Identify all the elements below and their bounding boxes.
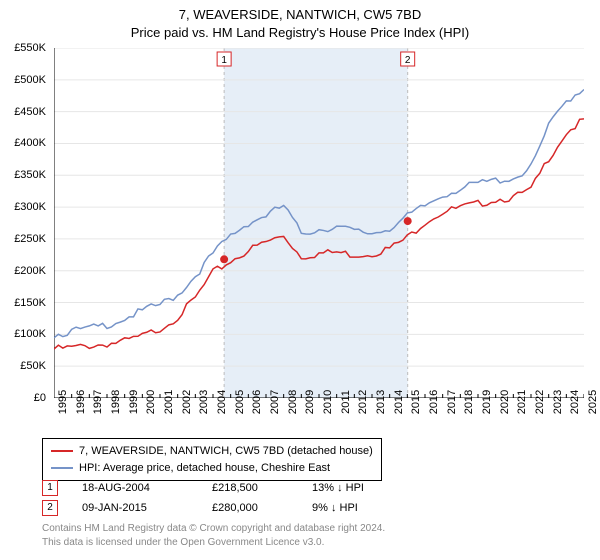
- x-tick-label: 2017: [446, 390, 458, 414]
- y-tick-label: £500K: [14, 74, 46, 86]
- x-axis-labels: 1995199619971998199920002001200220032004…: [54, 400, 584, 440]
- chart-title-block: 7, WEAVERSIDE, NANTWICH, CW5 7BD Price p…: [0, 0, 600, 42]
- y-tick-label: £200K: [14, 265, 46, 277]
- y-tick-label: £100K: [14, 328, 46, 340]
- legend-item: HPI: Average price, detached house, Ches…: [51, 460, 373, 477]
- x-tick-label: 2014: [393, 390, 405, 414]
- x-tick-label: 1999: [128, 390, 140, 414]
- transaction-badge: 2: [42, 500, 58, 516]
- x-tick-label: 2018: [463, 390, 475, 414]
- x-tick-label: 2023: [552, 390, 564, 414]
- transaction-date: 09-JAN-2015: [82, 502, 212, 514]
- transaction-row: 1 18-AUG-2004£218,50013% ↓ HPI: [42, 478, 422, 498]
- y-tick-label: £300K: [14, 201, 46, 213]
- x-tick-label: 2025: [587, 390, 599, 414]
- x-tick-label: 2005: [234, 390, 246, 414]
- y-tick-label: £250K: [14, 233, 46, 245]
- x-tick-label: 1996: [75, 390, 87, 414]
- y-axis-labels: £0£50K£100K£150K£200K£250K£300K£350K£400…: [0, 48, 50, 398]
- title-line-2: Price paid vs. HM Land Registry's House …: [0, 24, 600, 42]
- x-tick-label: 2024: [569, 390, 581, 414]
- svg-text:1: 1: [221, 55, 227, 66]
- x-tick-label: 2012: [357, 390, 369, 414]
- legend: 7, WEAVERSIDE, NANTWICH, CW5 7BD (detach…: [42, 438, 382, 481]
- transaction-row: 2 09-JAN-2015£280,0009% ↓ HPI: [42, 498, 422, 518]
- x-tick-label: 2011: [340, 390, 352, 414]
- x-tick-label: 2013: [375, 390, 387, 414]
- x-tick-label: 2008: [287, 390, 299, 414]
- legend-swatch: [51, 450, 73, 452]
- y-tick-label: £150K: [14, 297, 46, 309]
- x-tick-label: 2007: [269, 390, 281, 414]
- x-tick-label: 2006: [251, 390, 263, 414]
- transaction-diff: 9% ↓ HPI: [312, 502, 422, 514]
- x-tick-label: 1997: [92, 390, 104, 414]
- x-tick-label: 2010: [322, 390, 334, 414]
- legend-label: 7, WEAVERSIDE, NANTWICH, CW5 7BD (detach…: [79, 443, 373, 460]
- y-tick-label: £0: [34, 392, 46, 404]
- legend-item: 7, WEAVERSIDE, NANTWICH, CW5 7BD (detach…: [51, 443, 373, 460]
- plot-area: 12: [54, 48, 584, 398]
- chart-container: 7, WEAVERSIDE, NANTWICH, CW5 7BD Price p…: [0, 0, 600, 560]
- transaction-date: 18-AUG-2004: [82, 482, 212, 494]
- footer-line-2: This data is licensed under the Open Gov…: [42, 536, 385, 550]
- footer-attribution: Contains HM Land Registry data © Crown c…: [42, 522, 385, 550]
- x-tick-label: 1998: [110, 390, 122, 414]
- x-tick-label: 2021: [516, 390, 528, 414]
- x-tick-label: 2000: [145, 390, 157, 414]
- y-tick-label: £450K: [14, 106, 46, 118]
- transactions-table: 1 18-AUG-2004£218,50013% ↓ HPI 2 09-JAN-201…: [42, 478, 422, 518]
- x-tick-label: 2015: [410, 390, 422, 414]
- x-tick-label: 2022: [534, 390, 546, 414]
- x-tick-label: 2001: [163, 390, 175, 414]
- y-tick-label: £400K: [14, 137, 46, 149]
- footer-line-1: Contains HM Land Registry data © Crown c…: [42, 522, 385, 536]
- x-tick-label: 2003: [198, 390, 210, 414]
- y-tick-label: £50K: [20, 360, 46, 372]
- transaction-price: £218,500: [212, 482, 312, 494]
- y-tick-label: £350K: [14, 169, 46, 181]
- svg-text:2: 2: [405, 55, 411, 66]
- transaction-diff: 13% ↓ HPI: [312, 482, 422, 494]
- x-tick-label: 2020: [499, 390, 511, 414]
- chart-svg: 12: [54, 48, 584, 398]
- legend-label: HPI: Average price, detached house, Ches…: [79, 460, 330, 477]
- x-tick-label: 2016: [428, 390, 440, 414]
- y-tick-label: £550K: [14, 42, 46, 54]
- x-tick-label: 1995: [57, 390, 69, 414]
- transaction-price: £280,000: [212, 502, 312, 514]
- legend-swatch: [51, 467, 73, 469]
- x-tick-label: 2019: [481, 390, 493, 414]
- title-line-1: 7, WEAVERSIDE, NANTWICH, CW5 7BD: [0, 6, 600, 24]
- x-tick-label: 2009: [304, 390, 316, 414]
- x-tick-label: 2002: [181, 390, 193, 414]
- transaction-badge: 1: [42, 480, 58, 496]
- x-tick-label: 2004: [216, 390, 228, 414]
